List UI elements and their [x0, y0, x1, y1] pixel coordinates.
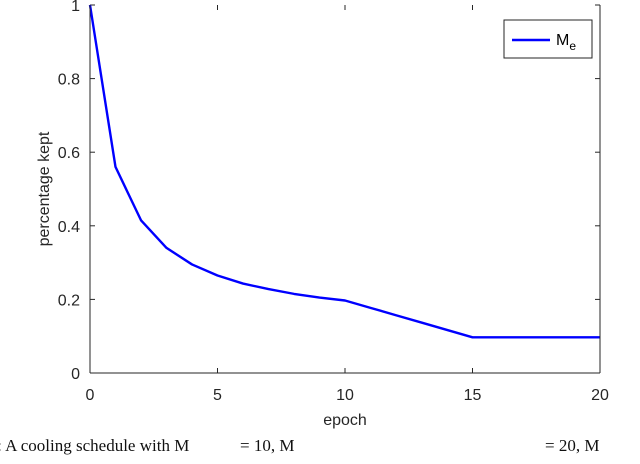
x-axis-label: epoch [323, 412, 367, 429]
y-tick-label-4: 0.8 [58, 72, 80, 89]
y-tick-label-5: 1 [71, 0, 80, 15]
x-tick-label-2: 10 [336, 387, 354, 404]
y-tick-label-2: 0.4 [58, 219, 80, 236]
legend: Me [503, 19, 593, 59]
line-chart: 0 0.2 0.4 0.6 0.8 1 0 5 10 15 20 epoch percentage… [36, 0, 609, 429]
figure-caption: Figure 4: A cooling schedule with M = 10… [0, 436, 640, 464]
y-axis-label: percentage kept [36, 131, 53, 246]
legend-label-subscript: e [569, 39, 576, 53]
caption-fragment-1: Figure 4: A cooling schedule with M [0, 436, 190, 455]
caption-fragment-3: = 20, M [545, 436, 600, 455]
legend-label: Me [556, 32, 576, 53]
series-line-me [88, 4, 600, 339]
y-tick-label-1: 0.2 [58, 292, 80, 309]
x-tick-label-3: 15 [464, 387, 482, 404]
caption-fragment-2: = 10, M [240, 436, 295, 455]
y-tick-label-3: 0.6 [58, 145, 80, 162]
x-tick-label-4: 20 [591, 387, 609, 404]
x-tick-label-1: 5 [213, 387, 222, 404]
y-axis-ticks: 0 0.2 0.4 0.6 0.8 1 [58, 0, 600, 383]
x-axis-ticks: 0 5 10 15 20 [86, 5, 609, 404]
legend-label-main: M [556, 32, 569, 49]
x-tick-label-0: 0 [86, 387, 95, 404]
plot-area [90, 5, 600, 373]
y-tick-label-0: 0 [71, 366, 80, 383]
